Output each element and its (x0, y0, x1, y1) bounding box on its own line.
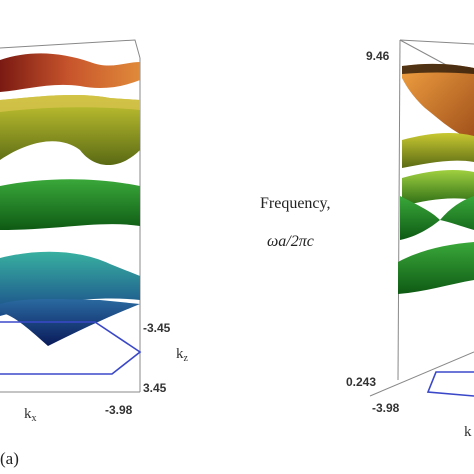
panel-a-label: (a) (0, 449, 19, 468)
panel-a-band-4-top (0, 94, 140, 112)
panel-b-tick-kx-min: -3.98 (372, 401, 400, 415)
panel-b-band-5-dark (402, 63, 474, 74)
panel-a-tick-kz-min: -3.45 (143, 321, 171, 335)
panel-a-band-5 (0, 53, 140, 92)
panel-a-brillouin-zone (0, 321, 142, 375)
panel-b-band-3 (402, 170, 474, 206)
panel-a-kx-label: kx (24, 406, 37, 424)
panel-b-box-left (397, 39, 401, 381)
panel-b-floor-line (369, 351, 474, 397)
frequency-unit-label: ωa/2πc (267, 233, 314, 250)
panel-b-band-2 (400, 196, 474, 240)
panel-a: -3.45 3.45 -3.98 kz kx (a) (0, 39, 189, 468)
panel-b-tick-min: 0.243 (346, 375, 376, 389)
panel-a-box-top (0, 39, 141, 59)
panel-b-band-5 (402, 63, 474, 141)
panel-b-box-top (399, 39, 474, 45)
panel-a-kz-label: kz (176, 346, 189, 364)
panel-a-band-4 (0, 94, 140, 165)
panel-b-brillouin-zone (426, 371, 474, 397)
panel-b: 9.46 0.243 -3.98 k (346, 39, 474, 440)
panel-b-band-4 (402, 133, 474, 168)
panel-a-band-3 (0, 179, 140, 230)
frequency-label: Frequency, (260, 195, 331, 212)
panel-b-tick-max: 9.46 (366, 49, 390, 63)
panel-b-kx-label: k (464, 424, 472, 440)
panel-a-tick-kx-min: -3.98 (105, 403, 133, 417)
panel-b-band-1 (398, 242, 474, 294)
panel-a-tick-kz-max: 3.45 (143, 381, 167, 395)
